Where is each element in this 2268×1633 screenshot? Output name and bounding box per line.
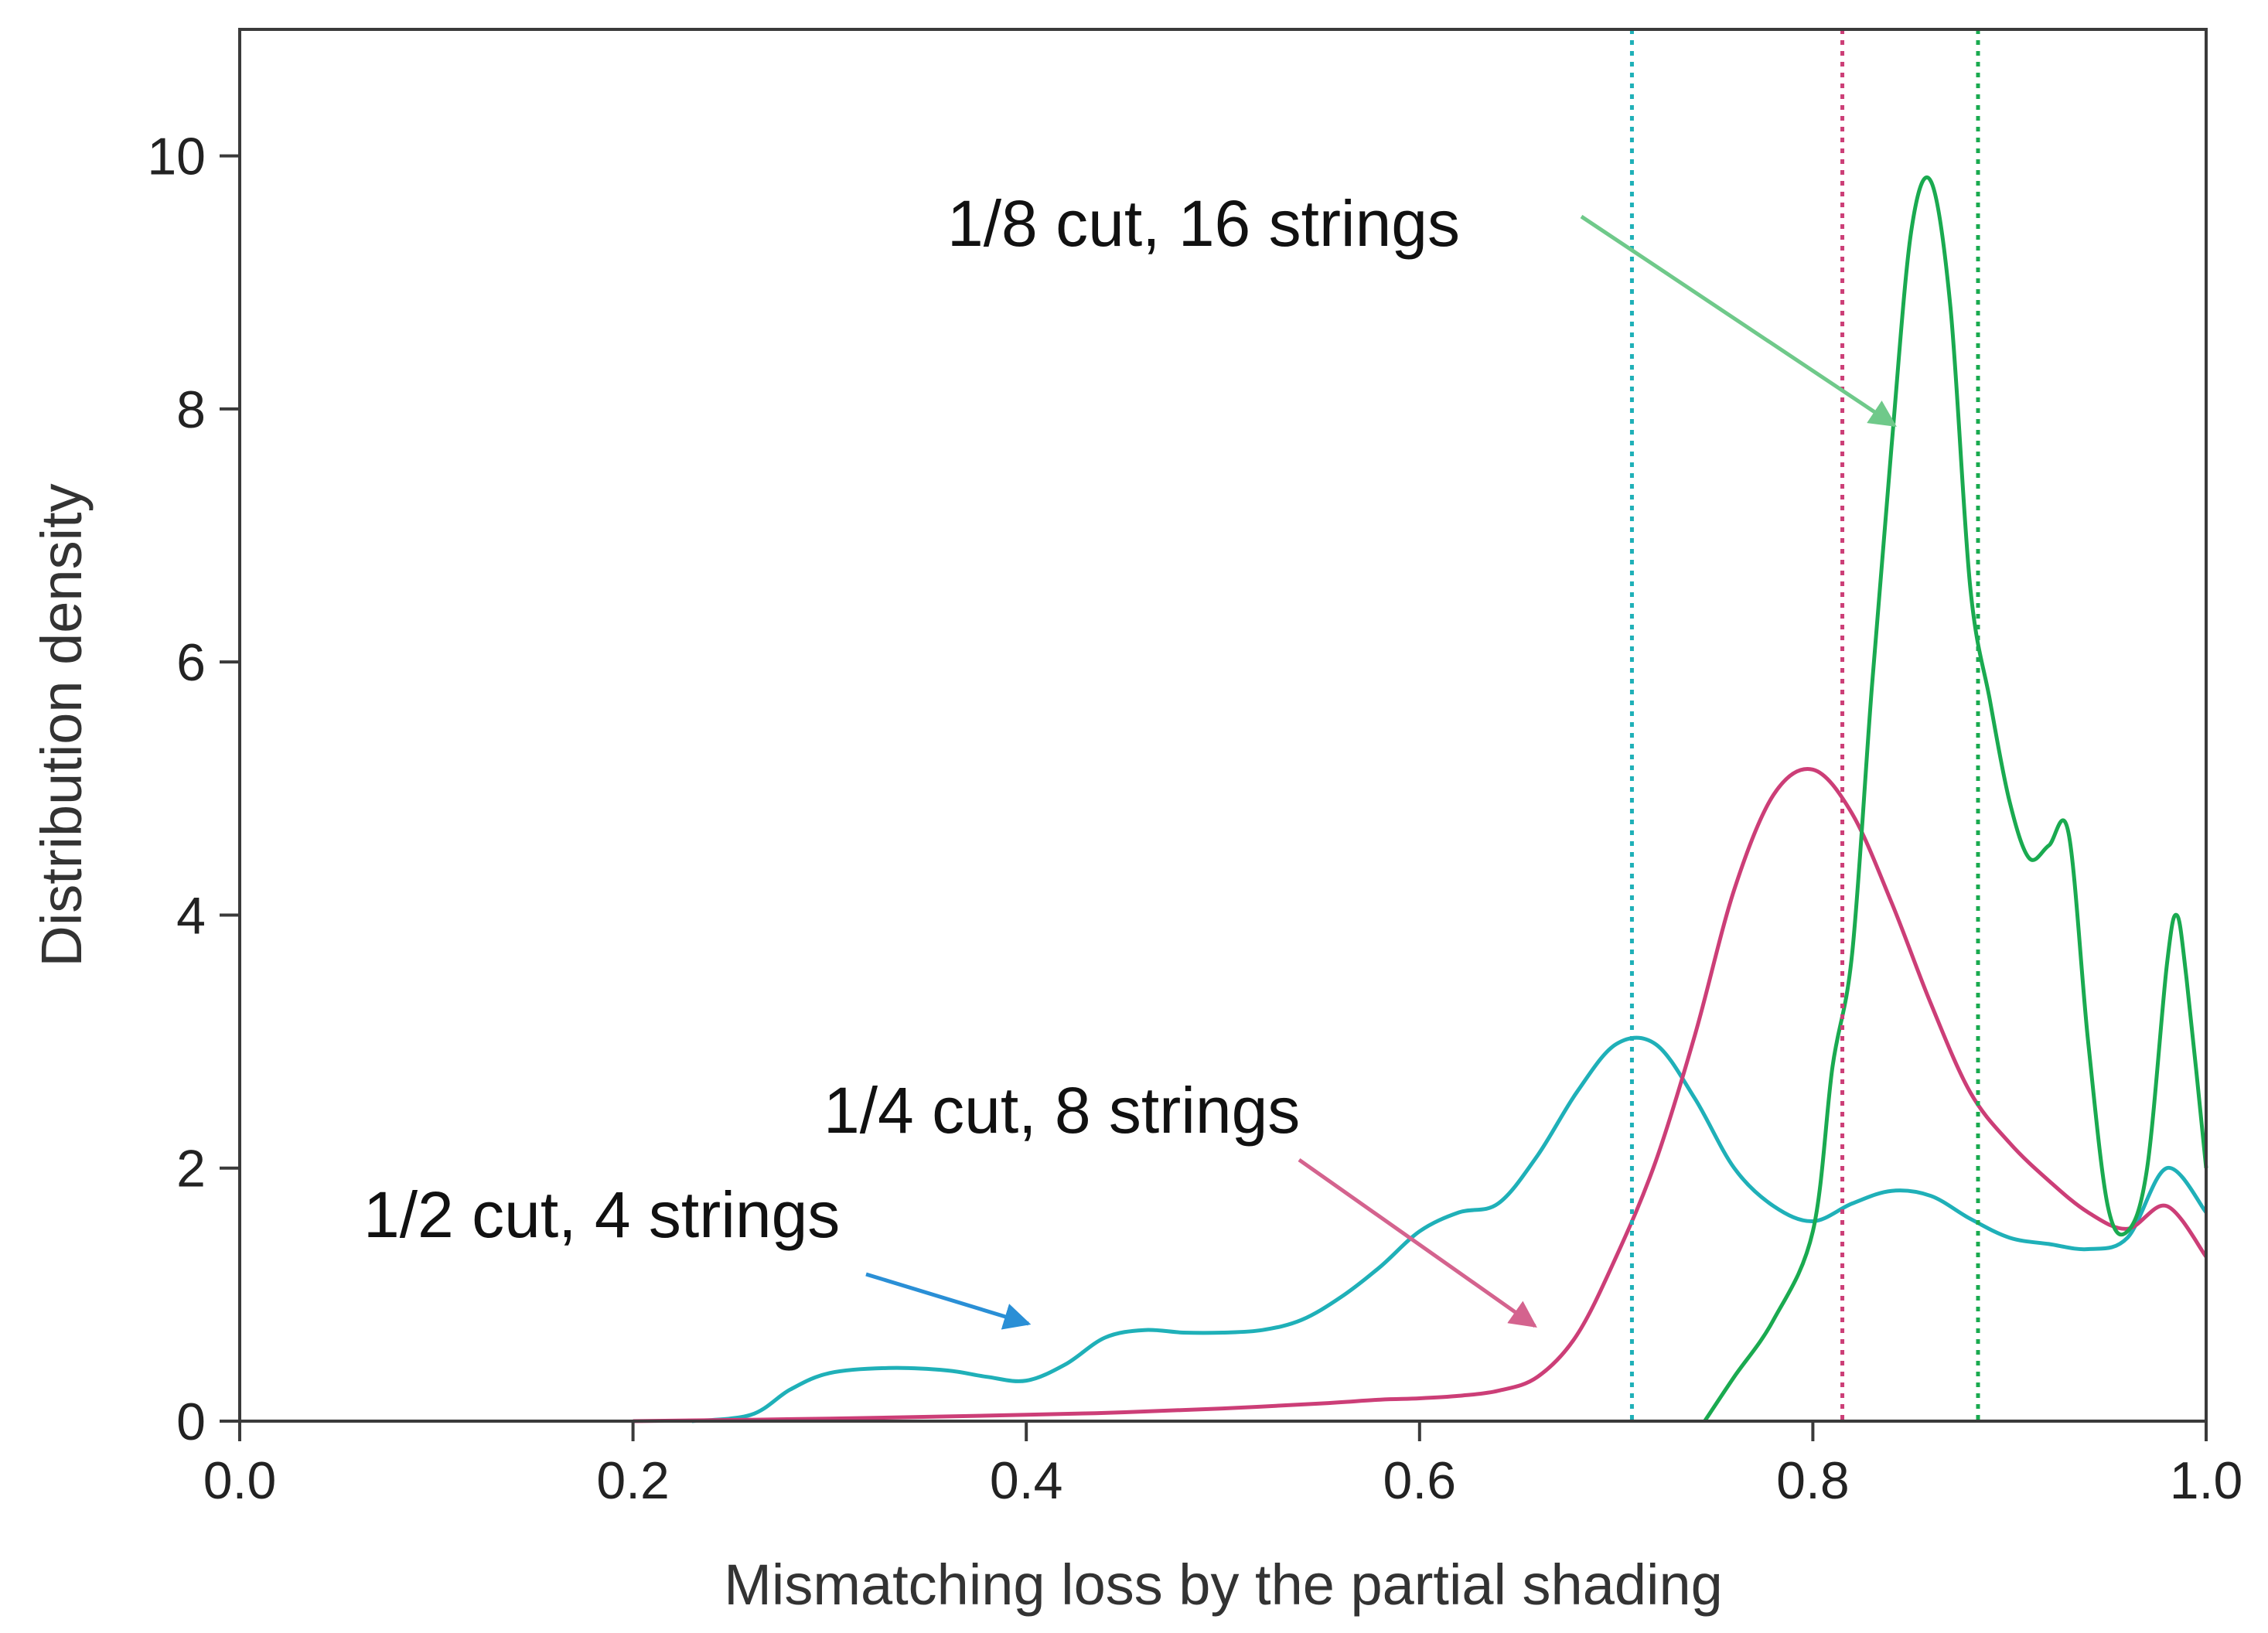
y-tick-label: 6 bbox=[176, 633, 206, 692]
x-tick-label: 0.0 bbox=[203, 1451, 277, 1510]
x-axis-title: Mismatching loss by the partial shading bbox=[724, 1553, 1723, 1617]
annotation-arrow-1-8-cut-16-strings bbox=[1580, 214, 1897, 428]
y-tick-label: 0 bbox=[176, 1393, 206, 1451]
axes bbox=[238, 28, 2208, 1423]
annotation-label-1-4-cut-8-strings: 1/4 cut, 8 strings bbox=[824, 1074, 1300, 1147]
plot-frame bbox=[238, 28, 2208, 1423]
x-tick-label: 0.6 bbox=[1383, 1451, 1457, 1510]
annotation-arrow-1-4-cut-8-strings bbox=[1298, 1157, 1537, 1328]
series-line-1-2-cut-4-strings bbox=[691, 1035, 2208, 1423]
ticks: 0.0 0.2 0.4 0.6 0.8 1.0 0 2 4 6 8 10 bbox=[147, 128, 2242, 1510]
mean-lines bbox=[1629, 29, 1980, 1421]
y-tick-label: 8 bbox=[176, 380, 206, 439]
annotation-label-1-8-cut-16-strings: 1/8 cut, 16 strings bbox=[947, 187, 1460, 260]
series-layer bbox=[633, 175, 2208, 1423]
x-tick-label: 0.2 bbox=[596, 1451, 670, 1510]
annotation-label-1-2-cut-4-strings: 1/2 cut, 4 strings bbox=[363, 1178, 840, 1251]
x-tick-label: 0.8 bbox=[1776, 1451, 1850, 1510]
series-line-1-4-cut-8-strings bbox=[633, 766, 2208, 1423]
y-axis-title: Distribution density bbox=[29, 483, 94, 967]
series-line-1-8-cut-16-strings bbox=[1703, 175, 2208, 1423]
y-tick-label: 4 bbox=[176, 886, 206, 945]
annotation-arrow-1-2-cut-4-strings bbox=[865, 1272, 1032, 1330]
y-tick-label: 10 bbox=[147, 128, 206, 186]
y-tick-label: 2 bbox=[176, 1140, 206, 1198]
annotations: 1/8 cut, 16 strings 1/4 cut, 8 strings 1/2… bbox=[363, 187, 1897, 1330]
x-tick-label: 1.0 bbox=[2170, 1451, 2243, 1510]
x-tick-label: 0.4 bbox=[990, 1451, 1063, 1510]
